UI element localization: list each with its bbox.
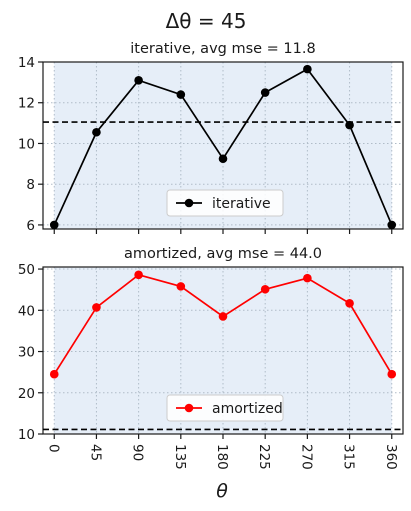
legend-box (166, 189, 284, 217)
x-tick-label: 45 (87, 444, 103, 461)
y-tick-label: 10 (18, 427, 35, 443)
data-point (218, 154, 228, 164)
y-tick-label: 8 (26, 177, 35, 193)
data-point (387, 369, 397, 379)
data-point (92, 303, 101, 312)
y-tick-label: 14 (18, 55, 35, 71)
data-point (134, 76, 143, 85)
y-tick-label: 6 (26, 218, 35, 234)
panel-title: iterative, avg mse = 11.8 (130, 41, 315, 57)
data-point (303, 273, 312, 283)
x-tick-label: 270 (298, 444, 314, 470)
data-point (303, 64, 312, 74)
x-tick-label: 360 (383, 444, 399, 470)
x-tick-label: 90 (130, 444, 146, 461)
y-tick-label: 50 (18, 262, 35, 278)
legend-label: iterative (212, 196, 271, 212)
data-point (92, 127, 101, 137)
x-tick-label: 0 (45, 444, 61, 453)
y-tick-label: 20 (18, 386, 35, 402)
x-tick-label: 315 (341, 444, 357, 470)
data-point (176, 90, 186, 99)
data-point (49, 220, 59, 230)
x-tick-label: 225 (256, 444, 272, 470)
y-tick-label: 30 (18, 345, 35, 361)
data-point (387, 220, 397, 230)
chart-iterative: iterative, avg mse = 11.8 6 8 10 12 14 iterati… (18, 41, 404, 234)
y-tick-label: 10 (18, 136, 35, 152)
legend-label: amortized (212, 401, 283, 417)
figure-suptitle: Δθ = 45 (166, 9, 247, 33)
data-point (49, 369, 59, 379)
x-tick-label: 180 (214, 444, 230, 470)
data-point (345, 120, 354, 130)
y-tick-label: 40 (18, 303, 35, 319)
legend-box (166, 394, 284, 422)
legend-marker (184, 403, 194, 413)
data-point (260, 88, 270, 97)
panel-title: amortized, avg mse = 44.0 (124, 246, 322, 262)
x-axis-label: θ (216, 480, 228, 502)
y-tick-label: 12 (18, 96, 35, 112)
data-point (218, 312, 228, 321)
data-point (260, 284, 270, 294)
chart-amortized: amortized, avg mse = 44.0 10 20 30 40 50 0 45 90… (18, 246, 404, 470)
data-point (176, 282, 186, 291)
data-point (345, 298, 354, 308)
legend-marker (184, 198, 194, 208)
x-tick-label: 135 (172, 444, 188, 470)
data-point (134, 270, 143, 280)
